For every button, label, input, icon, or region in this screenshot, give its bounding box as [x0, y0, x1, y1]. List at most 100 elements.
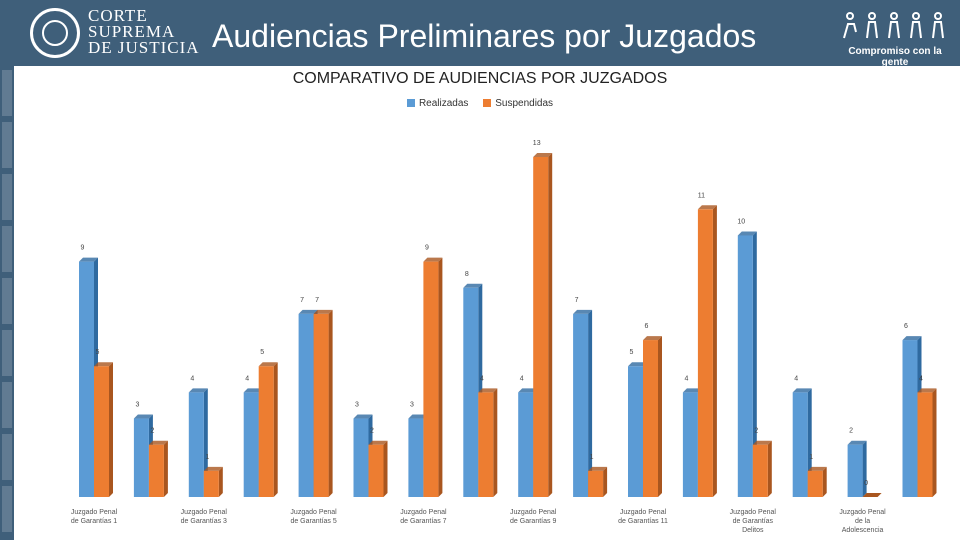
bar-top-realizadas [573, 309, 593, 314]
strip-block [2, 382, 12, 428]
bar-top-suspendidas [807, 466, 827, 471]
data-label-suspendidas: 2 [370, 428, 374, 435]
bar-suspendidas [917, 392, 933, 497]
seal-icon [30, 8, 80, 58]
corte-suprema-logo: CORTE SUPREMA DE JUSTICIA [30, 6, 200, 60]
bar-side-suspendidas [767, 440, 772, 497]
bar-realizadas [243, 392, 259, 497]
bar-side-suspendidas [438, 257, 443, 497]
bar-top-realizadas [682, 388, 702, 393]
data-label-realizadas: 5 [630, 349, 634, 356]
category-label: Juzgado Penal [181, 509, 228, 516]
bar-top-suspendidas [752, 440, 772, 445]
bar-realizadas [737, 235, 753, 497]
people-icon [843, 12, 944, 39]
bar-realizadas [133, 418, 149, 497]
bar-side-suspendidas [712, 205, 717, 498]
bar-realizadas [628, 366, 643, 497]
chart-legend: Realizadas Suspendidas [0, 98, 960, 109]
category-label: Juzgado Penal [620, 509, 667, 516]
bar-top-realizadas [847, 440, 867, 445]
category-label: de Garantías 11 [618, 518, 668, 525]
data-label-realizadas: 4 [684, 375, 688, 382]
strip-block [2, 330, 12, 376]
bar-suspendidas [368, 444, 384, 497]
strip-block [2, 226, 12, 272]
data-label-realizadas: 9 [81, 245, 85, 252]
category-label: de Garantías 1 [71, 518, 117, 525]
bar-realizadas [353, 418, 369, 497]
bar-realizadas [792, 392, 808, 497]
bar-suspendidas [588, 470, 604, 497]
bar-realizadas [463, 287, 479, 497]
data-label-suspendidas: 1 [205, 454, 209, 461]
strip-block [2, 70, 12, 116]
bar-top-realizadas [408, 414, 428, 419]
bar-top-suspendidas [917, 388, 937, 393]
bar-top-suspendidas [258, 362, 278, 367]
strip-block [2, 486, 12, 532]
category-label: Delitos [742, 527, 764, 534]
data-label-suspendidas: 0 [864, 480, 868, 487]
bar-side-realizadas [752, 231, 757, 497]
bar-top-suspendidas [313, 309, 333, 314]
brand-logo: Compromiso con la gente [836, 10, 954, 68]
data-label-suspendidas: 11 [698, 192, 705, 199]
bar-top-realizadas [737, 231, 757, 236]
bar-top-realizadas [518, 388, 538, 393]
category-label: de Garantías 5 [290, 518, 336, 525]
legend-swatch-suspendidas [483, 99, 492, 108]
bar-suspendidas [203, 470, 219, 497]
bar-top-realizadas [353, 414, 373, 419]
bar-top-realizadas [188, 388, 208, 393]
strip-block [2, 122, 12, 168]
data-label-suspendidas: 4 [480, 375, 484, 382]
bar-suspendidas [752, 444, 768, 497]
bar-suspendidas [807, 470, 823, 497]
category-label: de Garantías 9 [510, 518, 556, 525]
data-label-realizadas: 3 [135, 402, 139, 409]
data-label-realizadas: 7 [575, 297, 579, 304]
bar-top-suspendidas [203, 466, 223, 471]
bar-top-realizadas [133, 414, 153, 419]
logo-text: CORTE SUPREMA DE JUSTICIA [88, 6, 200, 57]
bar-side-suspendidas [163, 440, 168, 497]
category-label: de Garantías 3 [181, 518, 227, 525]
bar-side-suspendidas [932, 388, 937, 497]
category-label: de la [855, 518, 870, 525]
data-label-realizadas: 8 [465, 271, 469, 278]
legend-item-realizadas: Realizadas [406, 98, 468, 109]
category-label: Adolescencia [842, 527, 884, 534]
bar-top-realizadas [463, 283, 483, 288]
brand-tagline: Compromiso con la gente [848, 46, 942, 68]
category-label: Juzgado Penal [730, 509, 777, 516]
bar-realizadas [408, 418, 424, 497]
data-label-suspendidas: 1 [590, 454, 594, 461]
data-label-suspendidas: 6 [645, 323, 649, 330]
bar-realizadas [188, 392, 204, 497]
bar-suspendidas [478, 392, 494, 497]
bar-suspendidas [148, 444, 164, 497]
left-decorative-strip [0, 66, 14, 540]
strip-block [2, 278, 12, 324]
strip-block [2, 434, 12, 480]
bar-realizadas [573, 313, 589, 497]
bar-top-suspendidas [533, 153, 553, 157]
bar-side-suspendidas [548, 153, 553, 497]
data-label-realizadas: 3 [355, 402, 359, 409]
data-label-suspendidas: 4 [919, 375, 923, 382]
data-label-realizadas: 4 [794, 375, 798, 382]
bar-realizadas [902, 340, 918, 497]
bar-side-suspendidas [603, 466, 608, 497]
bar-side-suspendidas [273, 362, 278, 497]
bar-top-suspendidas [368, 440, 388, 445]
bar-top-realizadas [628, 362, 647, 367]
category-label: de Garantías 7 [400, 518, 446, 525]
legend-swatch-realizadas [406, 99, 415, 108]
category-label: Juzgado Penal [510, 509, 557, 516]
bar-top-realizadas [298, 309, 318, 314]
data-label-realizadas: 7 [300, 297, 304, 304]
category-label: Juzgado Penal [71, 509, 118, 516]
category-label: de Garantías [733, 518, 774, 525]
bar-top-suspendidas [148, 440, 168, 445]
